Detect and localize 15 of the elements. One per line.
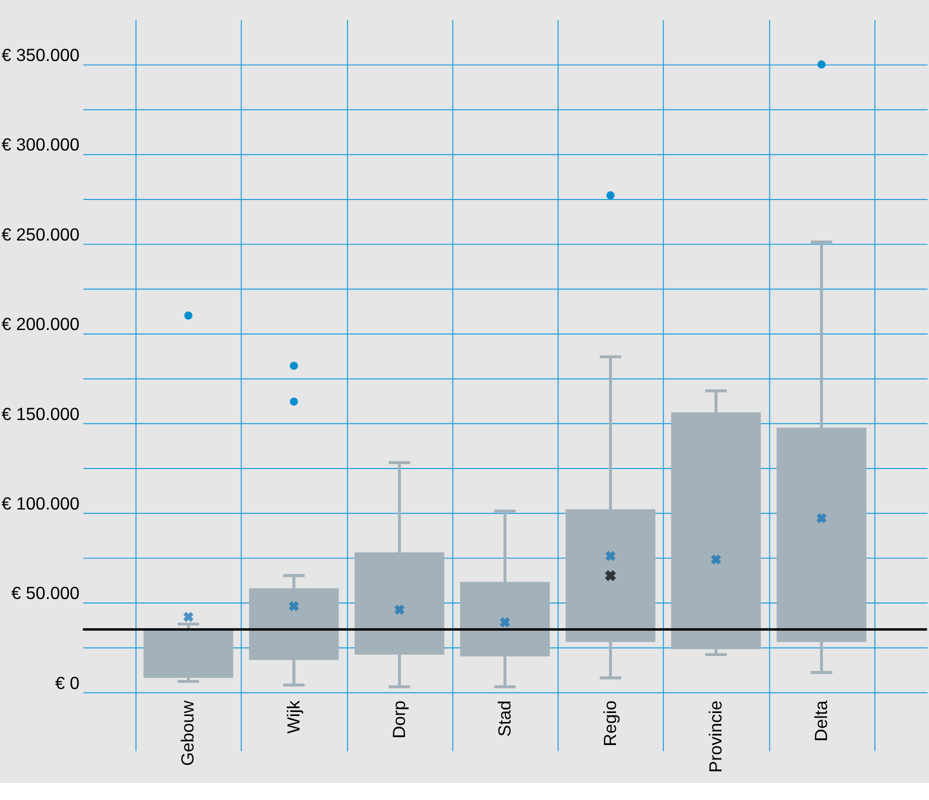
y-tick-label: € 250.000 [1, 224, 80, 244]
y-tick-label: € 300.000 [1, 134, 80, 155]
y-tick-label: € 150.000 [1, 404, 80, 424]
x-tick-label: Provincie [705, 700, 726, 773]
x-tick-label: Wijk [283, 700, 304, 734]
x-tick-label: Delta [810, 700, 831, 742]
x-tick-label: Stad [494, 700, 514, 737]
y-tick-label: € 0 [55, 672, 80, 693]
x-tick-label: Dorp [388, 700, 409, 739]
y-tick-label: € 350.000 [1, 45, 80, 66]
x-tick-label: Regio [600, 700, 620, 746]
y-tick-label: € 100.000 [1, 493, 80, 514]
x-tick-label: Gebouw [178, 700, 198, 766]
y-tick-label: € 50.000 [11, 583, 80, 604]
y-tick-label: € 200.000 [1, 314, 80, 334]
